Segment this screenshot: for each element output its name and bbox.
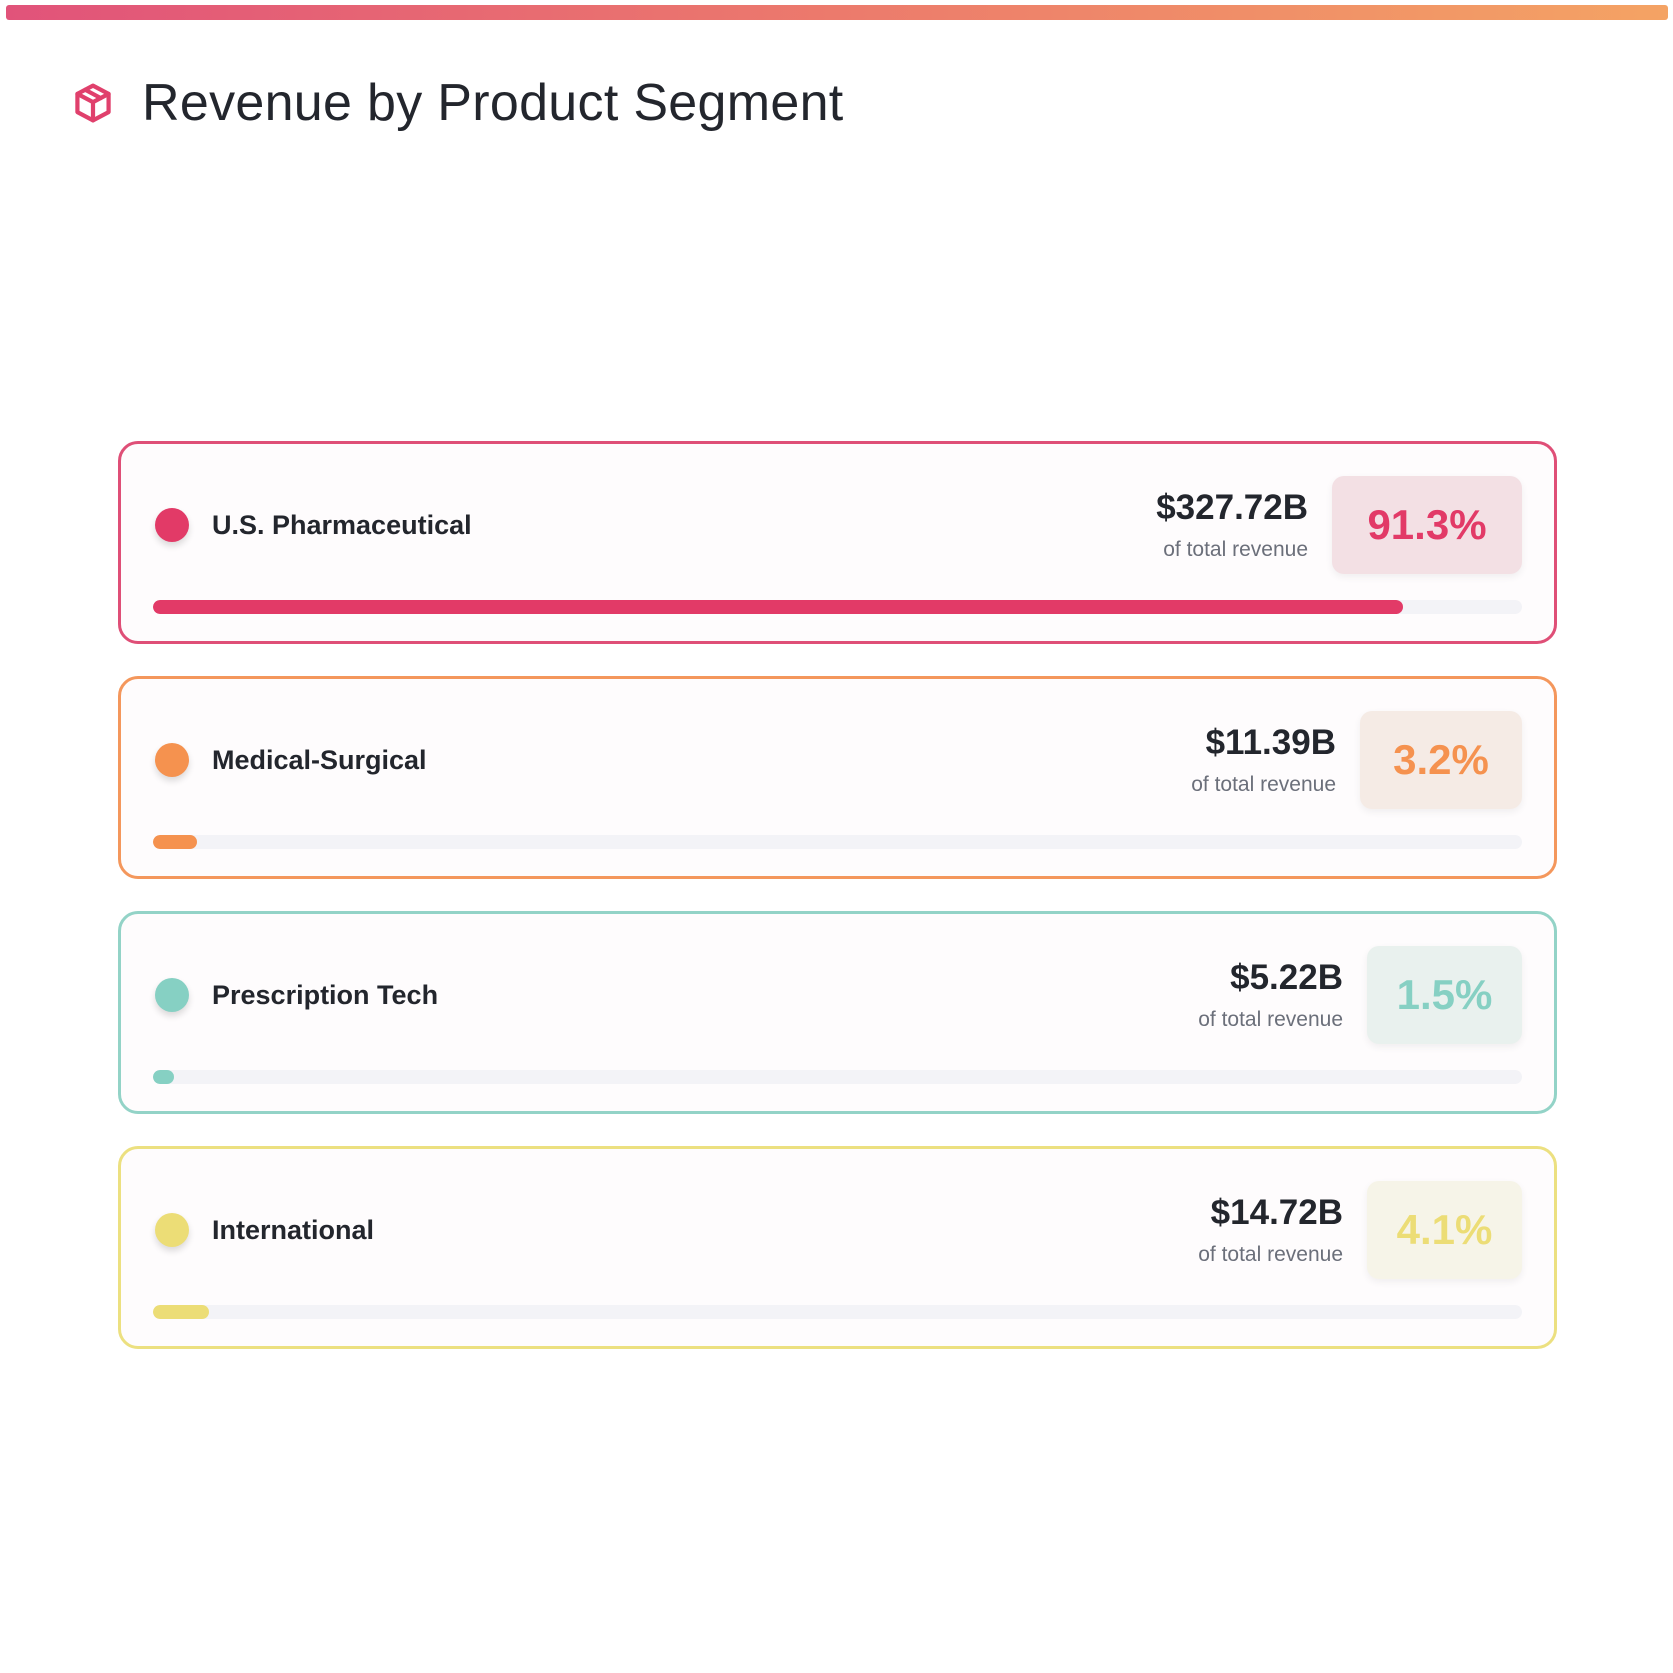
top-accent-bar <box>6 5 1668 20</box>
legend-dot <box>155 978 189 1012</box>
segment-card: Prescription Tech $5.22B of total revenu… <box>118 911 1557 1114</box>
segment-card: International $14.72B of total revenue 4… <box>118 1146 1557 1349</box>
segment-caption: of total revenue <box>1198 1243 1343 1266</box>
segment-amount: $11.39B <box>1205 723 1336 762</box>
page-title: Revenue by Product Segment <box>142 74 844 132</box>
segment-name: International <box>212 1214 375 1245</box>
segment-name: Prescription Tech <box>212 979 439 1010</box>
progress-track <box>153 1070 1522 1084</box>
segment-caption: of total revenue <box>1198 1008 1343 1031</box>
progress-bar-international <box>153 1305 210 1319</box>
progress-track <box>153 835 1522 849</box>
legend-dot <box>155 743 189 777</box>
progress-bar-u-s-pharmaceutical <box>153 600 1403 614</box>
segment-card: Medical-Surgical $11.39B of total revenu… <box>118 676 1557 879</box>
segment-list: U.S. Pharmaceutical $327.72B of total re… <box>118 441 1557 1381</box>
segment-amount: $5.22B <box>1230 958 1343 997</box>
legend-dot <box>155 508 189 542</box>
percent-badge: 4.1% <box>1367 1181 1522 1279</box>
segment-caption: of total revenue <box>1163 538 1308 561</box>
progress-bar-medical-surgical <box>153 835 197 849</box>
package-box-icon <box>70 80 116 126</box>
legend-dot <box>155 1213 189 1247</box>
segment-amount: $327.72B <box>1156 488 1308 527</box>
segment-name: Medical-Surgical <box>212 744 427 775</box>
progress-track <box>153 600 1522 614</box>
percent-badge: 3.2% <box>1360 711 1522 809</box>
page-header: Revenue by Product Segment <box>70 70 844 136</box>
progress-track <box>153 1305 1522 1319</box>
percent-badge: 91.3% <box>1332 476 1522 574</box>
segment-name: U.S. Pharmaceutical <box>212 509 472 540</box>
segment-caption: of total revenue <box>1191 773 1336 796</box>
percent-badge: 1.5% <box>1367 946 1522 1044</box>
progress-bar-prescription-tech <box>153 1070 174 1084</box>
segment-card: U.S. Pharmaceutical $327.72B of total re… <box>118 441 1557 644</box>
segment-amount: $14.72B <box>1210 1193 1343 1232</box>
